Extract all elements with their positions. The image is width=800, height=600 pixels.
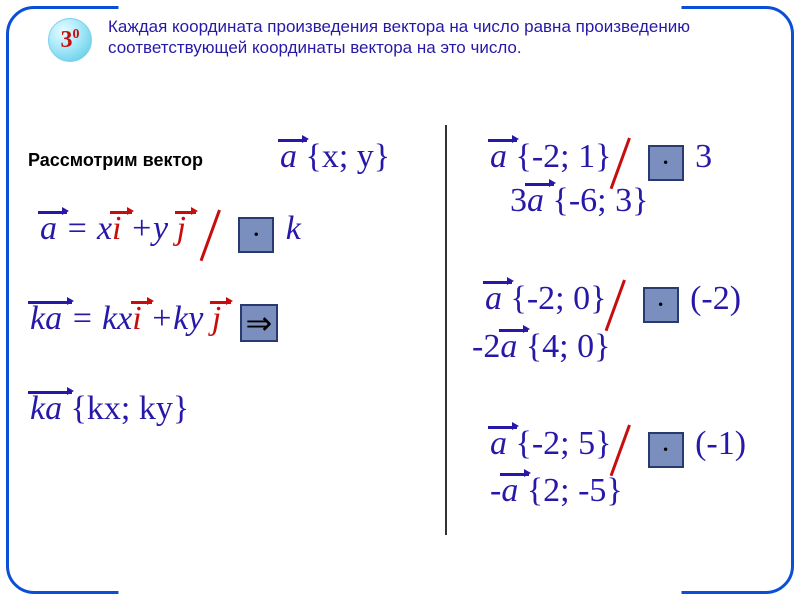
eq-x: = x [57, 210, 112, 247]
e3-k: (-1) [687, 425, 746, 462]
coords-kxky: {kx; ky} [62, 390, 189, 427]
e2r-vec-a: a [500, 328, 517, 366]
vec-ka: ka [30, 300, 62, 338]
badge-number: 3 [61, 27, 73, 53]
e3-vec-a: a [490, 425, 507, 463]
scalar-k: k [277, 210, 301, 247]
example1-input: a {-2; 1} · 3 [490, 138, 712, 181]
example2-input: a {-2; 0} · (-2) [485, 280, 741, 323]
vec-j: j [177, 210, 186, 248]
badge-superscript: 0 [73, 27, 80, 42]
ka-coords: ka {kx; ky} [30, 390, 189, 428]
example3-input: a {-2; 5} · (-1) [490, 425, 746, 468]
center-divider [445, 125, 447, 535]
implies-box: ⇒ [240, 304, 278, 342]
vec-a-2: a [40, 210, 57, 248]
example3-result: -a {2; -5} [490, 472, 623, 510]
ka-decomposition: ka = kxi +ky j ⇒ [30, 300, 281, 342]
vec-i-2: i [132, 300, 141, 338]
e1r-vec-a: a [527, 182, 544, 220]
e2-dot-box: · [643, 287, 679, 323]
theorem-text: Каждая координата произведения вектора н… [108, 16, 744, 59]
example1-result: 3a {-6; 3} [510, 182, 648, 220]
example2-result: -2a {4; 0} [472, 328, 610, 366]
coords-xy: {x; y} [297, 138, 390, 175]
e2r-pre: -2 [472, 328, 500, 365]
eq-kx: = kx [62, 300, 132, 337]
vector-decomposition: a = xi +y j · k [40, 210, 301, 253]
rule-badge: 30 [48, 18, 92, 62]
e1r-coords: {-6; 3} [544, 182, 648, 219]
e1-k: 3 [687, 138, 713, 175]
e1-dot-box: · [648, 145, 684, 181]
plus-y: +y [122, 210, 169, 247]
e2-coords: {-2; 0} [502, 280, 606, 317]
vector-a-xy: a {x; y} [280, 138, 390, 176]
e1-coords: {-2; 1} [507, 138, 611, 175]
e3r-vec-a: a [501, 472, 518, 510]
vec-i: i [112, 210, 121, 248]
e3r-pre: - [490, 472, 501, 509]
dot-box: · [238, 217, 274, 253]
e3-coords: {-2; 5} [507, 425, 611, 462]
vec-ka-2: ka [30, 390, 62, 428]
e3-dot-box: · [648, 432, 684, 468]
e1r-pre: 3 [510, 182, 527, 219]
e2r-coords: {4; 0} [517, 328, 610, 365]
e3r-coords: {2; -5} [518, 472, 622, 509]
consider-label: Рассмотрим вектор [28, 150, 203, 171]
vec-a: a [280, 138, 297, 176]
e2-k: (-2) [682, 280, 741, 317]
e1-vec-a: a [490, 138, 507, 176]
e2-vec-a: a [485, 280, 502, 318]
plus-ky: +ky [142, 300, 204, 337]
vec-j-2: j [212, 300, 221, 338]
